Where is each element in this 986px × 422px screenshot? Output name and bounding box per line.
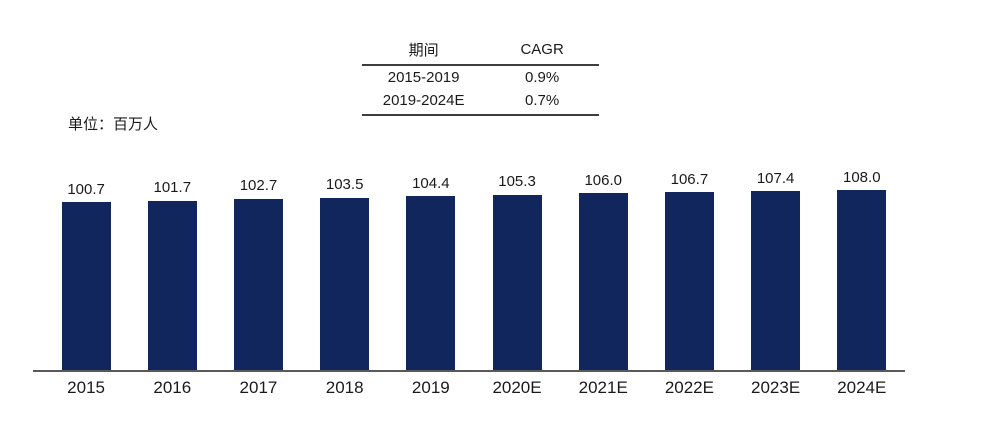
x-label-2018: 2018 — [325, 378, 364, 397]
x-label-2019: 2019 — [411, 378, 450, 397]
bar-2022E — [664, 192, 714, 370]
x-label-2023E: 2023E — [751, 378, 801, 397]
x-label-2016: 2016 — [153, 378, 192, 397]
cagr-table-header-cagr: CAGR — [485, 38, 599, 66]
x-label-2022E: 2022E — [664, 378, 714, 397]
bar-2015 — [61, 202, 111, 370]
x-label-2024E: 2024E — [837, 378, 887, 397]
bar-slot-2017: 102.7 — [215, 178, 301, 370]
x-label-2021E: 2021E — [578, 378, 628, 397]
bar-slot-2022E: 106.7 — [646, 170, 732, 370]
period-cell: 2015-2019 — [387, 69, 460, 86]
bar-value-label-2023E: 107.4 — [756, 169, 795, 187]
bar-value-label-2016: 101.7 — [153, 179, 192, 196]
bar-2023E — [751, 191, 801, 370]
cagr-table-header-row: 期间 CAGR — [362, 38, 599, 66]
unit-label: 单位：百万人 — [68, 116, 159, 133]
bar-value-label-2020E: 105.3 — [498, 173, 536, 190]
bar-slot-2016: 101.7 — [129, 179, 215, 370]
bar-value-label-2019: 104.4 — [412, 174, 450, 192]
bar-slot-2019: 104.4 — [388, 174, 474, 370]
x-label-2017: 2017 — [239, 378, 278, 397]
bar-2019 — [406, 196, 456, 370]
bar-slot-2024E: 108.0 — [819, 168, 905, 370]
period-cell: 2019-2024E — [362, 89, 486, 116]
bar-value-label-2021E: 106.0 — [584, 171, 622, 189]
bars-row: 100.7 101.7 102.7 103.5 104.4 105.3 106.0 106.7… — [43, 168, 905, 370]
x-axis-labels: 2015 2016 2017 2018 2019 2020E 2021E 2022E 2023E… — [43, 378, 905, 398]
bar-slot-2021E: 106.0 — [560, 171, 646, 370]
cagr-table-header-period: 期间 — [362, 38, 486, 66]
bar-2024E — [837, 190, 887, 370]
bar-2017 — [233, 198, 283, 370]
bar-2021E — [578, 193, 628, 370]
bar-value-label-2022E: 106.7 — [670, 170, 709, 188]
x-label-2020E: 2020E — [492, 378, 542, 397]
bar-value-label-2015: 100.7 — [67, 180, 105, 198]
cagr-cell: 0.7% — [485, 89, 599, 116]
bar-value-label-2017: 102.7 — [239, 177, 278, 195]
x-label-2015: 2015 — [67, 378, 105, 397]
bar-2016 — [147, 200, 197, 370]
bar-2018 — [320, 197, 370, 370]
bar-slot-2020E: 105.3 — [474, 173, 560, 370]
bar-value-label-2018: 103.5 — [325, 176, 364, 193]
cagr-cell: 0.9% — [525, 69, 560, 86]
bar-value-label-2024E: 108.0 — [843, 168, 881, 186]
bar-slot-2018: 103.5 — [302, 176, 388, 370]
bar-slot-2023E: 107.4 — [733, 169, 819, 370]
cagr-table: 期间 CAGR 2015-2019 0.9% 2019-2024E 0.7% — [362, 38, 599, 116]
bar-slot-2015: 100.7 — [43, 180, 129, 370]
x-axis-line — [33, 370, 905, 372]
table-row: 2015-2019 0.9% — [362, 65, 599, 89]
table-row: 2019-2024E 0.7% — [362, 89, 599, 116]
bar-2020E — [492, 194, 542, 370]
